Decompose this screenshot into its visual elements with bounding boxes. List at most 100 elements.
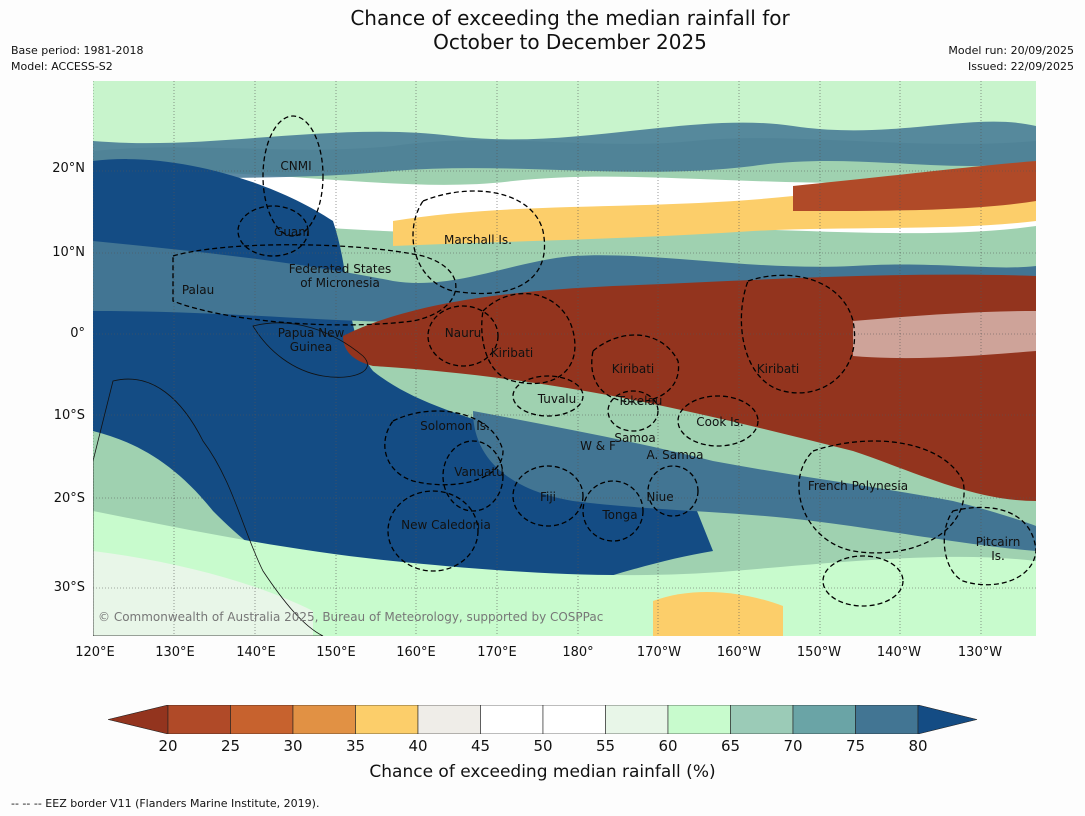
- colorbar-tick-35: 35: [345, 737, 366, 755]
- region-label-samoa: Samoa: [614, 431, 656, 445]
- colorbar-tick-60: 60: [658, 737, 678, 755]
- region-label-kiribati-west: Kiribati: [490, 346, 534, 360]
- colorbar-bin-75-80: [855, 705, 919, 734]
- south-dry-patch: [653, 591, 783, 636]
- lon-label-180: 180°: [562, 645, 594, 660]
- region-label-kiribati-east: Kiribati: [756, 362, 800, 376]
- new-guinea-coast: [252, 322, 368, 378]
- region-label-pitcairn: Pitcairn Is.: [976, 535, 1021, 563]
- colorbar-tick-40: 40: [408, 737, 428, 755]
- colorbar-bin-70-75: [792, 705, 856, 734]
- region-label-fsm: Federated States of Micronesia: [289, 262, 391, 290]
- lon-label-140w: 140°W: [876, 645, 922, 660]
- colorbar-bin-20-25: [167, 705, 231, 734]
- region-label-tokelau: Tokelau: [617, 394, 663, 408]
- lat-label-10s: 10°S: [53, 408, 85, 423]
- meta-right: Model run: 20/09/2025 Issued: 22/09/2025: [948, 43, 1074, 75]
- lat-label-20s: 20°S: [53, 491, 85, 506]
- lon-label-160w: 160°W: [716, 645, 762, 660]
- colorbar-tick-55: 55: [595, 737, 616, 755]
- region-label-png: Papua New Guinea: [278, 326, 345, 354]
- lon-label-160e: 160°E: [396, 645, 436, 660]
- region-label-cnmi: CNMI: [280, 159, 312, 173]
- colorbar-bin-50-55: [542, 705, 606, 734]
- colorbar-tick-75: 75: [845, 737, 866, 755]
- region-label-niue: Niue: [646, 490, 674, 504]
- base-period: Base period: 1981-2018: [11, 44, 144, 57]
- colorbar-tick-50: 50: [533, 737, 553, 755]
- lon-label-120e: 120°E: [75, 645, 115, 660]
- fsm-line-1: Federated States: [288, 262, 392, 276]
- rainfall-map: [93, 81, 1036, 636]
- lon-label-130e: 130°E: [155, 645, 195, 660]
- colorbar-bin-30-35: [292, 705, 356, 734]
- lat-label-0: 0°: [70, 326, 85, 341]
- lat-label-30s: 30°S: [53, 580, 85, 595]
- east-pale-streak: [853, 311, 1036, 359]
- region-label-wallis-futuna: W & F: [580, 439, 616, 453]
- north-very-dry-patch: [793, 161, 1036, 211]
- eez-footnote: -- -- -- EEZ border V11 (Flanders Marine…: [11, 797, 320, 810]
- lon-label-130w: 130°W: [957, 645, 1003, 660]
- copyright-notice: © Commonwealth of Australia 2025, Bureau…: [98, 610, 604, 624]
- region-label-palau: Palau: [181, 283, 215, 297]
- colorbar-bin-35-40: [355, 705, 419, 734]
- region-label-cook: Cook Is.: [696, 415, 744, 429]
- colorbar-over-arrow: [917, 705, 978, 734]
- colorbar: [108, 705, 978, 734]
- region-label-new-caledonia: New Caledonia: [401, 518, 491, 532]
- map-title: Chance of exceeding the median rainfall …: [0, 6, 1085, 54]
- colorbar-bin-65-70: [730, 705, 794, 734]
- title-line-2: October to December 2025: [433, 30, 707, 54]
- region-label-american-samoa: A. Samoa: [646, 448, 704, 462]
- colorbar-tick-30: 30: [283, 737, 303, 755]
- colorbar-bin-25-30: [230, 705, 294, 734]
- colorbar-tick-20: 20: [158, 737, 178, 755]
- region-label-vanuatu: Vanuatu: [454, 465, 504, 479]
- fsm-line-2: of Micronesia: [300, 276, 380, 290]
- australia-coast: [93, 378, 324, 636]
- meta-left: Base period: 1981-2018 Model: ACCESS-S2: [11, 43, 143, 75]
- region-label-tuvalu: Tuvalu: [537, 392, 577, 406]
- colorbar-bin-55-60: [605, 705, 669, 734]
- region-label-marshall: Marshall Is.: [444, 233, 512, 247]
- colorbar-bin-40-45: [417, 705, 481, 734]
- australia-pale-zone: [93, 551, 313, 636]
- colorbar-tick-80: 80: [908, 737, 928, 755]
- region-label-solomon: Solomon Is.: [420, 419, 490, 433]
- colorbar-label: Chance of exceeding median rainfall (%): [369, 762, 716, 782]
- region-label-guam: Guam: [274, 225, 310, 239]
- graticule: [93, 81, 1036, 636]
- pitcairn-line-2: Is.: [991, 549, 1005, 563]
- lon-label-150w: 150°W: [796, 645, 842, 660]
- model-run: Model run: 20/09/2025: [948, 44, 1074, 57]
- region-label-fiji: Fiji: [539, 490, 557, 504]
- spcz-band: [473, 411, 1036, 551]
- colorbar-bin-45-50: [480, 705, 544, 734]
- colorbar-tick-45: 45: [470, 737, 491, 755]
- lon-label-170e: 170°E: [477, 645, 517, 660]
- issued-date: Issued: 22/09/2025: [967, 60, 1074, 73]
- colorbar-tick-65: 65: [720, 737, 741, 755]
- colorbar-bin-60-65: [667, 705, 731, 734]
- lon-label-150e: 150°E: [316, 645, 356, 660]
- colorbar-tick-25: 25: [220, 737, 241, 755]
- eez-borders: [172, 115, 1036, 607]
- map-field: [93, 81, 1036, 636]
- png-line-1: Papua New: [277, 326, 345, 340]
- south-light-zone: [93, 511, 1036, 636]
- lat-label-10n: 10°N: [52, 245, 85, 260]
- pitcairn-line-1: Pitcairn: [975, 535, 1021, 549]
- north-blue-band: [93, 121, 1036, 181]
- lat-label-20n: 20°N: [52, 161, 85, 176]
- lon-label-170w: 170°W: [636, 645, 682, 660]
- region-label-kiribati-central: Kiribati: [611, 362, 655, 376]
- region-label-tonga: Tonga: [602, 508, 638, 522]
- region-label-nauru: Nauru: [444, 326, 482, 340]
- lon-label-140e: 140°E: [236, 645, 276, 660]
- region-label-french-polynesia: French Polynesia: [807, 479, 909, 493]
- model-name: Model: ACCESS-S2: [11, 60, 113, 73]
- title-line-1: Chance of exceeding the median rainfall …: [350, 6, 790, 30]
- colorbar-tick-70: 70: [783, 737, 803, 755]
- colorbar-under-arrow: [108, 705, 169, 734]
